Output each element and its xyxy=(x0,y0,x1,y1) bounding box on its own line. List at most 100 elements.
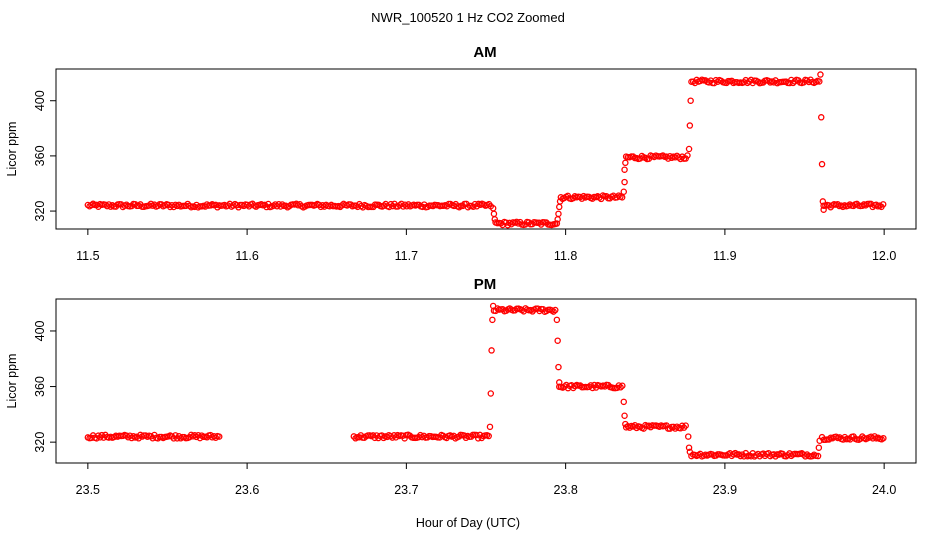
transition-point xyxy=(620,188,628,196)
data-point xyxy=(123,432,130,439)
transition-point xyxy=(555,363,562,371)
data-point xyxy=(684,152,691,159)
x-tick-label: 12.0 xyxy=(872,249,896,263)
y-tick-label: 320 xyxy=(33,201,47,222)
y-tick-label: 360 xyxy=(33,376,47,397)
data-point xyxy=(682,422,689,429)
data-point xyxy=(135,435,142,442)
transition-point xyxy=(556,379,563,386)
y-tick-label: 360 xyxy=(33,145,47,166)
x-tick-label: 11.6 xyxy=(235,249,258,263)
transition-point xyxy=(814,452,822,460)
x-tick-label: 24.0 xyxy=(872,483,896,497)
plot-frame-pm xyxy=(55,298,917,464)
transition-point xyxy=(816,437,823,445)
plot-frame-am xyxy=(55,68,917,230)
transition-point xyxy=(621,178,628,186)
x-tick-label: 11.7 xyxy=(395,249,418,263)
transition-point xyxy=(622,420,629,428)
data-point xyxy=(473,431,480,439)
x-tick-label: 11.9 xyxy=(713,249,736,263)
x-tick-label: 23.5 xyxy=(76,483,100,497)
panel-title-am: AM xyxy=(473,44,496,61)
data-point xyxy=(879,201,887,208)
transition-point xyxy=(818,160,826,168)
transition-point xyxy=(815,444,823,451)
data-point xyxy=(880,434,887,442)
panel-am: AM Licor ppm 11.5 11.6 11.7 11.8 11.9 12.0 320… xyxy=(5,44,917,263)
panel-pm: PM Licor ppm 23.5 23.6 23.7 23.8 23.9 24.0 320… xyxy=(5,276,917,497)
data-points-pm xyxy=(84,302,887,460)
x-tick-label: 11.8 xyxy=(554,249,577,263)
x-tick-label: 11.5 xyxy=(76,249,99,263)
x-tick-label: 23.9 xyxy=(713,483,737,497)
transition-point xyxy=(686,122,694,129)
transition-point xyxy=(686,448,694,456)
transition-point xyxy=(488,347,495,354)
data-point xyxy=(212,434,219,441)
data-point xyxy=(380,434,387,442)
transition-point xyxy=(486,423,494,431)
x-tick-label: 23.8 xyxy=(553,483,577,497)
transition-point xyxy=(556,198,564,205)
data-point xyxy=(618,194,626,201)
data-point xyxy=(553,220,561,227)
transition-point xyxy=(685,145,693,153)
data-points-am xyxy=(84,71,887,229)
y-axis-label-pm: Licor ppm xyxy=(5,354,19,409)
transition-point xyxy=(490,210,498,218)
transition-point xyxy=(817,71,824,78)
data-point xyxy=(166,203,174,211)
data-point xyxy=(735,451,742,458)
data-point xyxy=(474,435,482,442)
x-tick-label: 23.6 xyxy=(235,483,259,497)
data-point xyxy=(401,435,408,442)
axes-pm: 23.5 23.6 23.7 23.8 23.9 24.0 320 360 400 xyxy=(33,320,896,497)
transition-point xyxy=(555,210,562,218)
panel-title-pm: PM xyxy=(474,276,497,293)
transition-point xyxy=(820,206,827,213)
y-axis-label-am: Licor ppm xyxy=(5,122,19,177)
data-point xyxy=(825,436,833,443)
data-point xyxy=(95,432,102,439)
data-point xyxy=(399,203,407,210)
data-point xyxy=(317,203,325,211)
data-point xyxy=(619,382,626,390)
transition-point xyxy=(621,166,628,173)
data-point xyxy=(272,201,279,208)
transition-point xyxy=(685,444,693,451)
transition-point xyxy=(620,398,628,406)
data-point xyxy=(191,431,198,439)
transition-point xyxy=(554,337,561,344)
transition-point xyxy=(553,316,561,324)
data-point xyxy=(215,433,223,440)
data-point xyxy=(550,308,557,315)
transition-point xyxy=(489,302,497,310)
figure-title: NWR_100520 1 Hz CO2 Zoomed xyxy=(371,10,565,25)
data-point xyxy=(589,195,596,202)
transition-point xyxy=(491,216,499,223)
transition-point xyxy=(685,433,692,440)
y-tick-label: 320 xyxy=(33,432,47,453)
transition-point xyxy=(819,198,827,205)
data-point xyxy=(552,306,559,314)
x-tick-label: 23.7 xyxy=(394,483,418,497)
data-point xyxy=(816,78,823,85)
transition-point xyxy=(556,203,563,211)
data-point xyxy=(485,432,492,440)
axes-am: 11.5 11.6 11.7 11.8 11.9 12.0 320 360 400 xyxy=(33,90,896,263)
transition-point xyxy=(817,114,825,121)
transition-point xyxy=(622,159,629,167)
y-tick-label: 400 xyxy=(33,90,47,111)
transition-point xyxy=(487,390,495,397)
data-point xyxy=(723,79,730,87)
y-tick-label: 400 xyxy=(33,320,47,341)
data-point xyxy=(615,382,623,389)
data-point xyxy=(834,200,841,208)
transition-point xyxy=(489,316,496,324)
x-axis-label: Hour of Day (UTC) xyxy=(416,516,520,530)
data-point xyxy=(147,200,155,208)
transition-point xyxy=(687,97,694,104)
transition-point xyxy=(621,412,628,419)
